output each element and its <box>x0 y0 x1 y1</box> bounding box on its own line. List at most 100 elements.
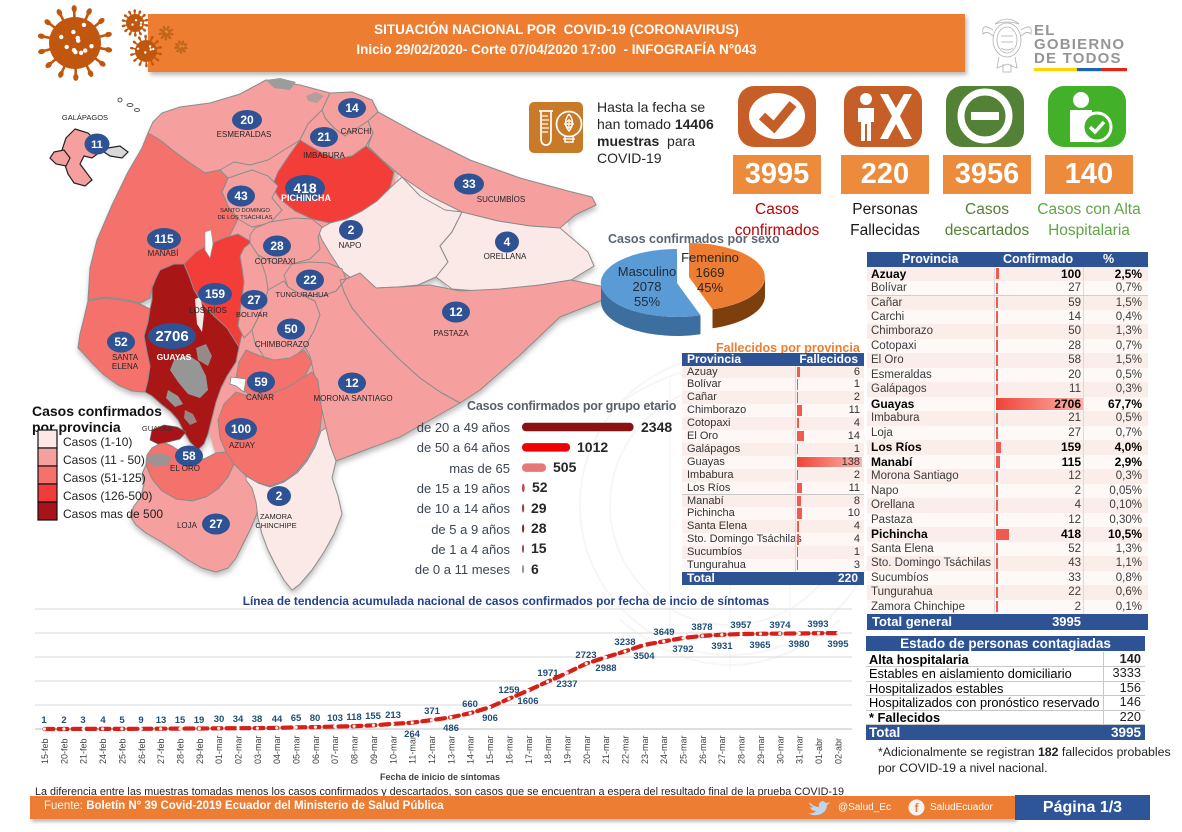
svg-text:28: 28 <box>531 520 547 536</box>
svg-text:13-mar: 13-mar <box>446 735 456 764</box>
svg-text:24-mar: 24-mar <box>659 735 669 764</box>
svg-text:3878: 3878 <box>691 622 712 633</box>
svg-text:21-feb: 21-feb <box>79 738 89 764</box>
svg-text:PICHINCHA: PICHINCHA <box>281 193 332 203</box>
svg-text:MORONA SANTIAGO: MORONA SANTIAGO <box>313 394 392 403</box>
svg-text:2: 2 <box>348 223 355 237</box>
svg-text:DE TODOS: DE TODOS <box>1034 50 1122 67</box>
svg-text:2: 2 <box>276 489 283 503</box>
svg-text:11-mar: 11-mar <box>408 736 418 764</box>
svg-text:20-mar: 20-mar <box>582 735 592 764</box>
svg-text:EL: EL <box>1034 22 1056 39</box>
svg-text:21: 21 <box>317 130 331 144</box>
svg-text:26-feb: 26-feb <box>137 738 147 764</box>
svg-text:EL ORO: EL ORO <box>170 464 200 473</box>
svg-text:02-mar: 02-mar <box>234 735 244 764</box>
svg-text:29-feb: 29-feb <box>195 738 205 764</box>
svg-text:GALÁPAGOS: GALÁPAGOS <box>62 113 108 122</box>
svg-text:1: 1 <box>41 715 47 726</box>
svg-text:26-mar: 26-mar <box>698 735 708 764</box>
svg-text:12: 12 <box>449 305 463 319</box>
svg-text:2348: 2348 <box>641 419 672 435</box>
svg-text:CHINCHIPE: CHINCHIPE <box>255 521 296 530</box>
svg-text:IMBABURA: IMBABURA <box>303 151 345 160</box>
svg-text:08-mar: 08-mar <box>350 735 360 764</box>
svg-text:505: 505 <box>553 459 577 475</box>
svg-text:19: 19 <box>194 715 205 726</box>
svg-text:GUAYAS: GUAYAS <box>157 352 192 362</box>
svg-text:3792: 3792 <box>672 644 693 655</box>
svg-text:486: 486 <box>443 723 459 734</box>
svg-text:07-mar: 07-mar <box>330 735 340 764</box>
svg-text:4: 4 <box>504 235 511 249</box>
svg-text:3995: 3995 <box>827 639 849 650</box>
svg-text:52: 52 <box>114 335 128 349</box>
svg-text:CARCHI: CARCHI <box>341 127 372 136</box>
svg-text:4: 4 <box>100 715 106 726</box>
svg-text:25-mar: 25-mar <box>679 735 689 764</box>
svg-text:LOS RÍOS: LOS RÍOS <box>189 306 227 315</box>
svg-text:10-mar: 10-mar <box>388 735 398 764</box>
svg-text:43: 43 <box>234 189 248 203</box>
svg-text:1259: 1259 <box>498 685 519 696</box>
svg-text:660: 660 <box>462 699 478 710</box>
svg-text:13: 13 <box>156 715 167 726</box>
svg-text:29-mar: 29-mar <box>756 735 766 764</box>
svg-text:3238: 3238 <box>614 637 635 648</box>
svg-text:159: 159 <box>205 287 225 301</box>
svg-text:06-mar: 06-mar <box>311 735 321 764</box>
svg-text:1971: 1971 <box>537 668 559 679</box>
svg-text:1606: 1606 <box>517 696 538 707</box>
svg-text:3: 3 <box>80 715 85 726</box>
svg-text:PASTAZA: PASTAZA <box>433 329 469 338</box>
svg-text:33: 33 <box>462 177 476 191</box>
svg-text:AZUAY: AZUAY <box>229 441 256 450</box>
svg-text:12: 12 <box>345 376 359 390</box>
svg-text:LOJA: LOJA <box>177 521 198 530</box>
svg-text:80: 80 <box>310 713 321 724</box>
svg-text:SUCUMBÍOS: SUCUMBÍOS <box>477 195 525 204</box>
svg-text:ZAMORA: ZAMORA <box>260 512 292 521</box>
svg-text:213: 213 <box>385 710 401 721</box>
svg-text:01-abr: 01-abr <box>814 738 824 764</box>
svg-text:115: 115 <box>154 232 174 246</box>
svg-text:16-mar: 16-mar <box>504 735 514 764</box>
svg-text:155: 155 <box>365 711 382 722</box>
svg-text:ELENA: ELENA <box>112 362 139 371</box>
svg-text:34: 34 <box>233 714 244 725</box>
svg-text:100: 100 <box>231 422 251 436</box>
svg-text:2337: 2337 <box>556 679 577 690</box>
svg-text:14: 14 <box>345 101 359 115</box>
svg-text:SANTO DOMINGO: SANTO DOMINGO <box>220 208 270 214</box>
svg-text:28-mar: 28-mar <box>737 735 747 764</box>
svg-text:05-mar: 05-mar <box>292 735 302 764</box>
svg-text:30-mar: 30-mar <box>775 735 785 764</box>
svg-text:15-mar: 15-mar <box>485 735 495 764</box>
svg-text:02-abr: 02-abr <box>833 738 843 764</box>
svg-text:28-feb: 28-feb <box>176 738 186 764</box>
svg-text:18-mar: 18-mar <box>543 735 553 764</box>
svg-text:DE LOS TSÁCHILAS: DE LOS TSÁCHILAS <box>218 214 273 221</box>
svg-text:24-feb: 24-feb <box>98 738 108 764</box>
svg-text:27-mar: 27-mar <box>717 735 727 764</box>
svg-text:09-mar: 09-mar <box>369 735 379 764</box>
svg-text:28: 28 <box>270 239 284 253</box>
svg-text:29: 29 <box>531 500 547 516</box>
svg-text:19-mar: 19-mar <box>563 735 573 764</box>
svg-text:264: 264 <box>404 729 421 740</box>
svg-text:65: 65 <box>291 713 302 724</box>
svg-text:103: 103 <box>327 713 343 724</box>
svg-text:20: 20 <box>240 113 254 127</box>
svg-text:22-mar: 22-mar <box>621 735 631 764</box>
svg-text:01-mar: 01-mar <box>214 735 224 764</box>
svg-text:20-feb: 20-feb <box>59 738 69 764</box>
svg-text:3649: 3649 <box>653 627 674 638</box>
svg-text:9: 9 <box>138 715 143 726</box>
svg-text:3504: 3504 <box>633 651 655 662</box>
svg-text:6: 6 <box>531 561 539 577</box>
svg-text:5: 5 <box>119 715 125 726</box>
svg-text:11: 11 <box>91 139 103 151</box>
svg-text:38: 38 <box>252 714 263 725</box>
svg-text:30: 30 <box>214 714 225 725</box>
svg-text:2706: 2706 <box>155 328 188 345</box>
